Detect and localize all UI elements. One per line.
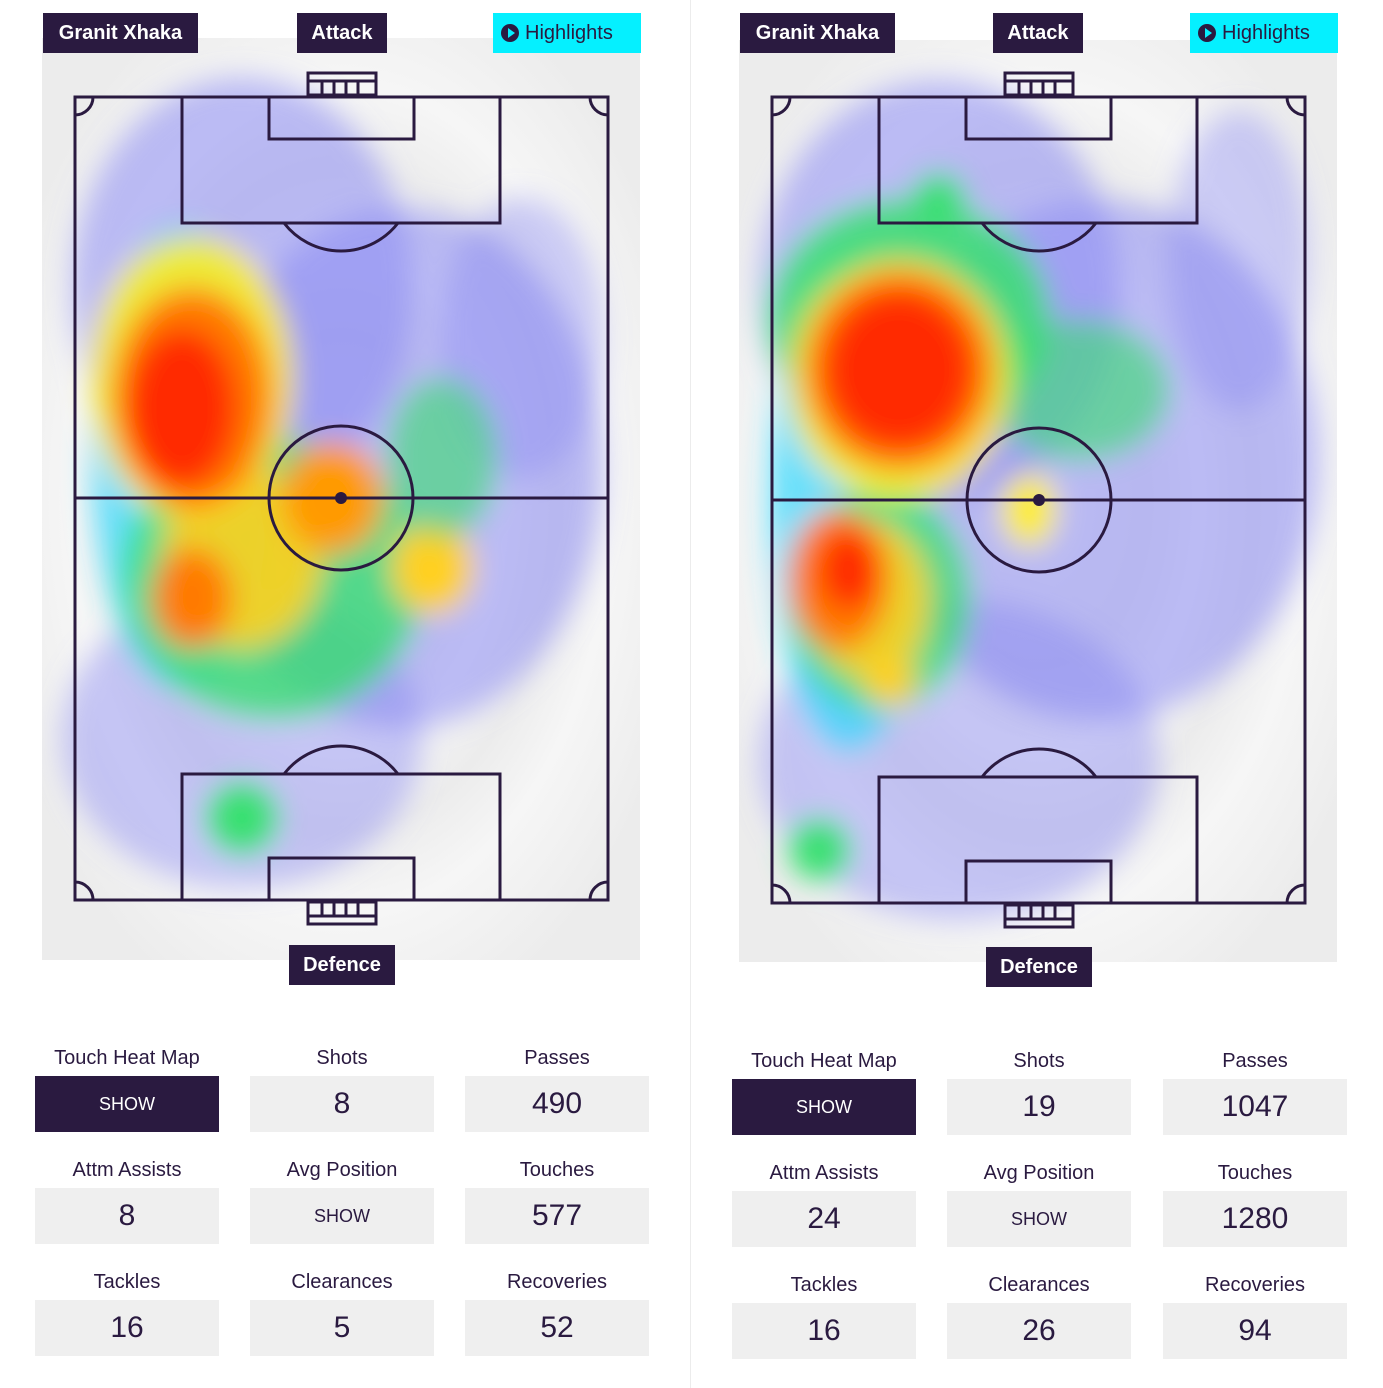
show-heat-map-button[interactable]: SHOW [732, 1079, 916, 1135]
heatmap-panel-left: Granit Xhaka Attack Highlights Defence T… [0, 0, 690, 1388]
pitch-heatmap [42, 38, 640, 960]
stat-label: Clearances [988, 1274, 1090, 1296]
defence-label: Defence [986, 947, 1092, 987]
stat-label: Shots [1013, 1050, 1065, 1072]
stat-recoveries: Recoveries 94 [1163, 1267, 1347, 1359]
heatmap-panel-right: Granit Xhaka Attack Highlights Defence T… [697, 0, 1383, 1388]
stat-avg-position: Avg Position SHOW [947, 1155, 1131, 1247]
stat-value[interactable]: 26 [947, 1303, 1131, 1359]
attack-label: Attack [297, 13, 387, 53]
center-spot [335, 492, 347, 504]
highlights-label: Highlights [1222, 22, 1310, 44]
stat-tackles: Tackles 16 [35, 1264, 219, 1356]
stat-label: Passes [524, 1047, 590, 1069]
pitch-heatmap [739, 40, 1337, 962]
stat-value[interactable]: 1047 [1163, 1079, 1347, 1135]
heat-blobs [62, 78, 602, 888]
stat-value[interactable]: 8 [35, 1188, 219, 1244]
pitch-drawing [42, 38, 640, 960]
pitch-lines [73, 71, 610, 926]
stat-attm-assists: Attm Assists 8 [35, 1152, 219, 1244]
stat-label: Avg Position [983, 1162, 1095, 1184]
stat-passes: Passes 1047 [1163, 1043, 1347, 1135]
stat-label: Touches [1217, 1162, 1293, 1184]
stat-tackles: Tackles 16 [732, 1267, 916, 1359]
stat-shots: Shots 8 [250, 1040, 434, 1132]
player-name-tag: Granit Xhaka [740, 13, 895, 53]
stat-clearances: Clearances 5 [250, 1264, 434, 1356]
stat-label: Touches [519, 1159, 595, 1181]
stat-value[interactable]: 52 [465, 1300, 649, 1356]
stat-label: Shots [316, 1047, 368, 1069]
stat-label: Recoveries [506, 1271, 608, 1293]
stat-avg-position: Avg Position SHOW [250, 1152, 434, 1244]
stat-value[interactable]: 16 [35, 1300, 219, 1356]
stat-clearances: Clearances 26 [947, 1267, 1131, 1359]
stat-label: Touch Heat Map [54, 1047, 200, 1069]
stat-label: Recoveries [1204, 1274, 1306, 1296]
stat-label: Tackles [790, 1274, 858, 1296]
stat-label: Attm Assists [769, 1162, 879, 1184]
highlights-button[interactable]: Highlights [1190, 13, 1338, 53]
stat-value[interactable]: 24 [732, 1191, 916, 1247]
stat-passes: Passes 490 [465, 1040, 649, 1132]
play-icon [501, 24, 519, 42]
highlights-button[interactable]: Highlights [493, 13, 641, 53]
stat-label: Tackles [93, 1271, 161, 1293]
stat-value[interactable]: 490 [465, 1076, 649, 1132]
stat-label: Attm Assists [72, 1159, 182, 1181]
play-icon [1198, 24, 1216, 42]
show-avg-position-button[interactable]: SHOW [250, 1188, 434, 1244]
stat-value[interactable]: 94 [1163, 1303, 1347, 1359]
stat-touch-heat-map: Touch Heat Map SHOW [732, 1043, 916, 1135]
stat-shots: Shots 19 [947, 1043, 1131, 1135]
stat-attm-assists: Attm Assists 24 [732, 1155, 916, 1247]
stat-touches: Touches 1280 [1163, 1155, 1347, 1247]
heat-blobs [759, 80, 1319, 920]
stat-touches: Touches 577 [465, 1152, 649, 1244]
highlights-label: Highlights [525, 22, 613, 44]
stat-recoveries: Recoveries 52 [465, 1264, 649, 1356]
stat-value[interactable]: 5 [250, 1300, 434, 1356]
stat-label: Avg Position [286, 1159, 398, 1181]
attack-label: Attack [993, 13, 1083, 53]
stat-value[interactable]: 577 [465, 1188, 649, 1244]
stat-value[interactable]: 16 [732, 1303, 916, 1359]
show-heat-map-button[interactable]: SHOW [35, 1076, 219, 1132]
show-avg-position-button[interactable]: SHOW [947, 1191, 1131, 1247]
stat-label: Passes [1222, 1050, 1288, 1072]
center-spot [1033, 494, 1045, 506]
panel-divider [690, 0, 691, 1388]
stat-label: Touch Heat Map [751, 1050, 897, 1072]
stat-value[interactable]: 8 [250, 1076, 434, 1132]
stat-value[interactable]: 19 [947, 1079, 1131, 1135]
pitch-drawing [739, 40, 1337, 962]
stat-touch-heat-map: Touch Heat Map SHOW [35, 1040, 219, 1132]
stat-value[interactable]: 1280 [1163, 1191, 1347, 1247]
defence-label: Defence [289, 945, 395, 985]
player-name-tag: Granit Xhaka [43, 13, 198, 53]
stat-label: Clearances [291, 1271, 393, 1293]
